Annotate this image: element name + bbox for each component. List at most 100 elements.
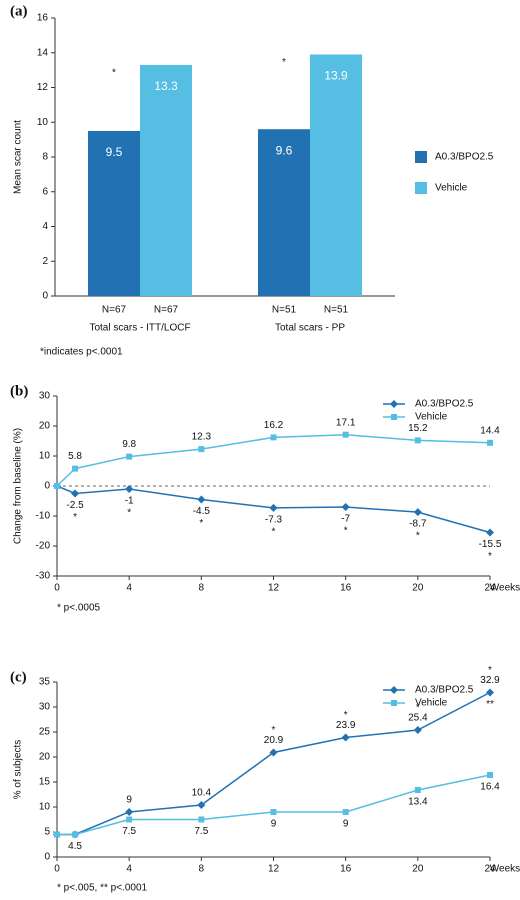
x-tick-label: 12	[268, 864, 280, 875]
value-label: -2.5	[66, 500, 84, 511]
y-tick-label: 4	[42, 221, 48, 232]
value-label: 9.8	[122, 439, 136, 450]
y-tick-label: 20	[39, 752, 51, 763]
value-label: 13.4	[408, 797, 428, 808]
value-label: -7	[341, 514, 350, 525]
significance-mark: *	[272, 725, 276, 736]
value-label: -4.5	[193, 506, 211, 517]
x-tick-label: 24	[484, 864, 496, 875]
value-label: 9	[126, 795, 132, 806]
value-label: -1	[125, 496, 134, 507]
significance-mark: *	[127, 508, 131, 519]
n-label: N=67	[154, 305, 179, 316]
value-label: 14.4	[480, 425, 500, 436]
x-tick-label: 16	[340, 864, 352, 875]
bar-value-label: 9.5	[106, 145, 123, 159]
value-label: 16.4	[480, 782, 500, 793]
series-line	[57, 774, 491, 836]
panel-label: (b)	[10, 383, 28, 399]
bar	[310, 54, 362, 296]
series-line	[56, 433, 491, 487]
n-label: N=51	[272, 305, 297, 316]
data-point	[413, 508, 422, 517]
y-tick-label: 12	[37, 82, 49, 93]
y-tick-label: 25	[39, 727, 51, 738]
y-axis-label: % of subjects	[13, 740, 24, 799]
legend-swatch	[415, 182, 427, 194]
x-tick-label: 0	[54, 864, 60, 875]
x-axis-label: Weeks	[490, 864, 520, 875]
x-tick-label: 8	[199, 864, 205, 875]
y-tick-label: 16	[37, 13, 49, 24]
bar	[258, 129, 310, 296]
data-point	[125, 485, 134, 493]
value-label: 9	[271, 819, 277, 830]
bar	[88, 130, 140, 296]
y-tick-label: 15	[39, 777, 51, 788]
data-point	[269, 503, 278, 512]
significance-mark: *	[416, 531, 420, 542]
y-tick-label: 0	[42, 291, 48, 302]
x-category-label: Total scars - ITT/LOCF	[89, 323, 190, 334]
data-point	[197, 495, 206, 504]
y-tick-label: 20	[39, 421, 51, 432]
legend-marker	[391, 414, 397, 420]
y-tick-label: 30	[39, 702, 51, 713]
y-axis-label: Mean scar count	[13, 120, 24, 194]
y-tick-label: 30	[39, 391, 51, 402]
data-point	[486, 528, 494, 537]
legend-label: A0.3/BPO2.5	[415, 399, 474, 410]
series-line	[57, 691, 491, 836]
bar-value-label: 13.3	[154, 79, 178, 93]
value-label: -15.5	[479, 539, 502, 550]
significance-mark: *	[488, 665, 492, 676]
data-point	[126, 816, 133, 823]
significance-mark: *	[344, 526, 348, 537]
significance-mark: *	[282, 57, 286, 68]
y-tick-label: -30	[36, 571, 51, 582]
data-point	[125, 808, 134, 816]
data-point	[413, 726, 422, 734]
data-point	[126, 453, 133, 460]
value-label: 32.9	[480, 675, 500, 686]
value-label: 7.5	[122, 826, 136, 837]
data-point	[270, 434, 277, 441]
data-point	[54, 483, 60, 489]
y-tick-label: 10	[37, 117, 49, 128]
y-axis-label: Change from baseline (%)	[13, 428, 24, 544]
footnote: * p<.0005	[57, 603, 101, 614]
data-point	[198, 816, 205, 823]
x-tick-label: 8	[199, 583, 205, 594]
data-point	[486, 688, 494, 697]
footnote: * p<.005, ** p<.0001	[57, 883, 148, 894]
y-tick-label: 10	[39, 802, 51, 813]
data-point	[487, 439, 493, 446]
x-category-label: Total scars - PP	[275, 323, 345, 334]
value-label: 16.2	[264, 420, 284, 431]
data-point	[487, 772, 493, 778]
legend-label: Vehicle	[435, 183, 468, 194]
data-point	[414, 787, 421, 793]
bar	[140, 64, 192, 296]
legend-marker	[391, 700, 397, 706]
data-point	[72, 465, 79, 472]
significance-mark: *	[112, 68, 116, 79]
value-label: 4.5	[68, 841, 82, 852]
data-point	[341, 733, 350, 742]
data-point	[342, 431, 349, 438]
value-label: 17.1	[336, 417, 356, 428]
data-point	[414, 437, 421, 444]
y-tick-label: 35	[39, 677, 51, 688]
x-tick-label: 0	[54, 583, 60, 594]
value-label: 9	[343, 819, 349, 830]
significance-mark: **	[486, 699, 494, 710]
data-point	[71, 489, 80, 498]
y-tick-label: 5	[44, 827, 50, 838]
x-axis-label: Weeks	[490, 583, 520, 594]
legend-label: Vehicle	[415, 698, 448, 709]
legend-label: A0.3/BPO2.5	[415, 685, 474, 696]
y-tick-label: 8	[42, 152, 48, 163]
x-tick-label: 20	[412, 583, 424, 594]
x-tick-label: 16	[340, 583, 352, 594]
